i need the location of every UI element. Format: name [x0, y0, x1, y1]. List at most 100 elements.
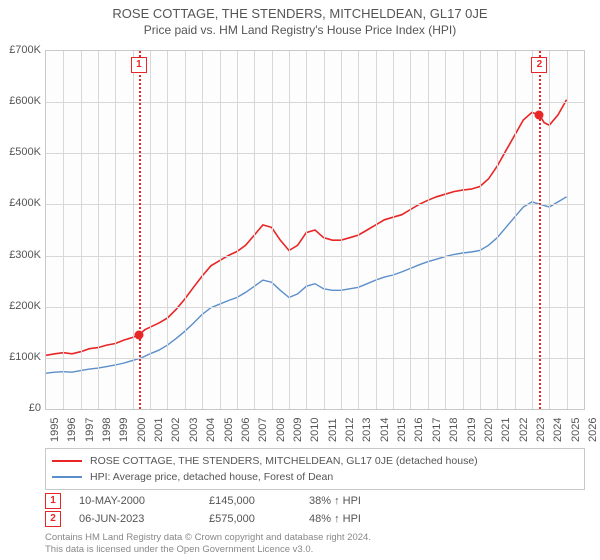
- sale-annotations: 1 10-MAY-2000£145,00038% ↑ HPI 2 06-JUN-202…: [45, 492, 585, 528]
- x-tick-label: 2009: [292, 418, 304, 442]
- x-tick-label: 2010: [309, 418, 321, 442]
- x-tick-label: 2004: [205, 418, 217, 442]
- annotation-pct: 48% ↑ HPI: [309, 513, 361, 525]
- y-gridline: [46, 358, 584, 359]
- x-gridline: [497, 51, 498, 409]
- x-tick-label: 2018: [448, 418, 460, 442]
- legend-item: ROSE COTTAGE, THE STENDERS, MITCHELDEAN,…: [52, 453, 578, 469]
- y-tick-label: £700K: [0, 44, 45, 56]
- y-tick-label: £0: [0, 402, 45, 414]
- annotation-pct: 38% ↑ HPI: [309, 495, 361, 507]
- x-tick-label: 2000: [136, 418, 148, 442]
- x-gridline: [115, 51, 116, 409]
- annotation-price: £145,000: [209, 495, 309, 507]
- x-gridline: [376, 51, 377, 409]
- x-tick-label: 2013: [361, 418, 373, 442]
- y-gridline: [46, 307, 584, 308]
- x-gridline: [63, 51, 64, 409]
- x-gridline: [549, 51, 550, 409]
- price-marker-dot: [134, 330, 143, 339]
- price-marker-label: 2: [531, 57, 547, 73]
- y-tick-label: £300K: [0, 249, 45, 261]
- annotation-id-box: 2: [45, 511, 61, 527]
- annotation-price: £575,000: [209, 513, 309, 525]
- legend-swatch: [52, 460, 82, 462]
- price-marker-label: 1: [131, 57, 147, 73]
- x-gridline: [463, 51, 464, 409]
- x-gridline: [428, 51, 429, 409]
- x-tick-label: 2007: [257, 418, 269, 442]
- y-tick-label: £100K: [0, 351, 45, 363]
- x-tick-label: 2022: [518, 418, 530, 442]
- x-gridline: [515, 51, 516, 409]
- annotation-date: 06-JUN-2023: [79, 513, 209, 525]
- legend-swatch: [52, 476, 82, 478]
- x-tick-label: 1999: [118, 418, 130, 442]
- chart-lines-svg: [46, 51, 584, 409]
- x-tick-label: 2012: [344, 418, 356, 442]
- y-tick-label: £200K: [0, 300, 45, 312]
- y-tick-label: £500K: [0, 146, 45, 158]
- x-tick-label: 1998: [101, 418, 113, 442]
- price-marker-line: [139, 51, 141, 409]
- x-tick-label: 1997: [84, 418, 96, 442]
- x-tick-label: 2011: [327, 418, 339, 442]
- x-gridline: [254, 51, 255, 409]
- price-marker-line: [539, 51, 541, 409]
- y-gridline: [46, 256, 584, 257]
- chart-subtitle: Price paid vs. HM Land Registry's House …: [0, 21, 600, 37]
- legend-box: ROSE COTTAGE, THE STENDERS, MITCHELDEAN,…: [45, 448, 585, 490]
- x-gridline: [410, 51, 411, 409]
- y-tick-label: £600K: [0, 95, 45, 107]
- x-gridline: [324, 51, 325, 409]
- x-tick-label: 2015: [396, 418, 408, 442]
- x-tick-label: 2016: [413, 418, 425, 442]
- x-tick-label: 2017: [431, 418, 443, 442]
- credits-line-1: Contains HM Land Registry data © Crown c…: [45, 532, 371, 544]
- y-gridline: [46, 102, 584, 103]
- x-gridline: [445, 51, 446, 409]
- legend-label: HPI: Average price, detached house, Fore…: [90, 471, 333, 483]
- x-gridline: [532, 51, 533, 409]
- x-tick-label: 2005: [223, 418, 235, 442]
- x-tick-label: 2003: [188, 418, 200, 442]
- x-gridline: [393, 51, 394, 409]
- x-gridline: [220, 51, 221, 409]
- x-gridline: [289, 51, 290, 409]
- x-tick-label: 2025: [570, 418, 582, 442]
- x-gridline: [272, 51, 273, 409]
- x-tick-label: 2023: [535, 418, 547, 442]
- x-gridline: [341, 51, 342, 409]
- x-gridline: [167, 51, 168, 409]
- x-tick-label: 2002: [170, 418, 182, 442]
- x-gridline: [98, 51, 99, 409]
- x-tick-label: 2008: [275, 418, 287, 442]
- x-gridline: [237, 51, 238, 409]
- annotation-id-box: 1: [45, 493, 61, 509]
- x-tick-label: 1995: [49, 418, 61, 442]
- x-tick-label: 2020: [483, 418, 495, 442]
- credits-text: Contains HM Land Registry data © Crown c…: [45, 532, 371, 556]
- annotation-date: 10-MAY-2000: [79, 495, 209, 507]
- chart-plot-area: 12: [45, 50, 585, 410]
- legend-label: ROSE COTTAGE, THE STENDERS, MITCHELDEAN,…: [90, 455, 478, 467]
- x-tick-label: 2024: [552, 418, 564, 442]
- y-gridline: [46, 204, 584, 205]
- x-gridline: [185, 51, 186, 409]
- x-gridline: [567, 51, 568, 409]
- x-gridline: [150, 51, 151, 409]
- x-gridline: [133, 51, 134, 409]
- x-gridline: [202, 51, 203, 409]
- y-tick-label: £400K: [0, 197, 45, 209]
- annotation-row: 2 06-JUN-2023£575,00048% ↑ HPI: [45, 510, 585, 528]
- price-marker-dot: [535, 110, 544, 119]
- credits-line-2: This data is licensed under the Open Gov…: [45, 544, 371, 556]
- x-tick-label: 2026: [587, 418, 599, 442]
- chart-title: ROSE COTTAGE, THE STENDERS, MITCHELDEAN,…: [0, 0, 600, 21]
- x-gridline: [358, 51, 359, 409]
- x-tick-label: 2021: [500, 418, 512, 442]
- x-tick-label: 2014: [379, 418, 391, 442]
- x-tick-label: 2001: [153, 418, 165, 442]
- annotation-row: 1 10-MAY-2000£145,00038% ↑ HPI: [45, 492, 585, 510]
- legend-item: HPI: Average price, detached house, Fore…: [52, 469, 578, 485]
